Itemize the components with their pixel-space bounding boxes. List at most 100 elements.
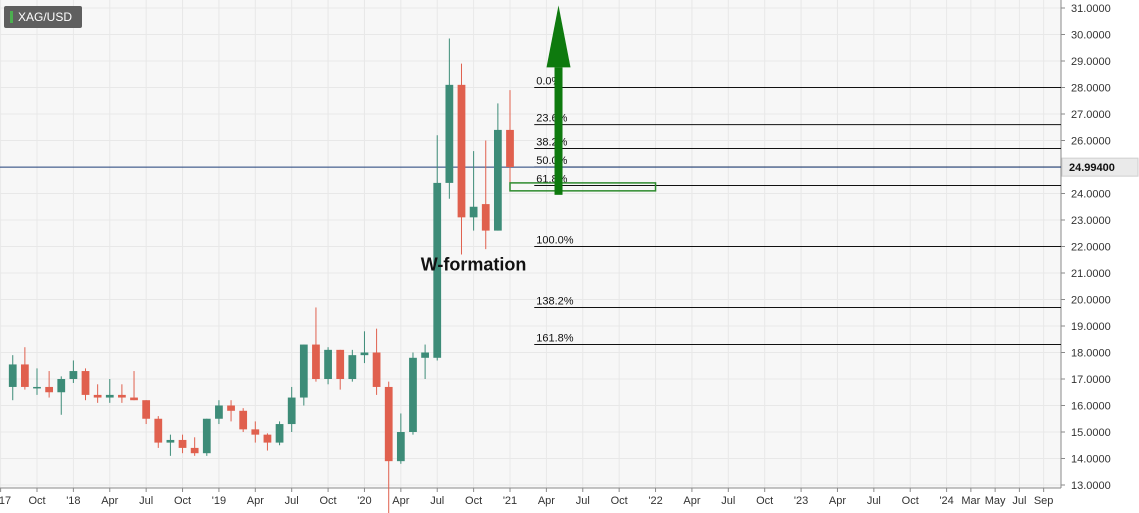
x-tick-label: Jul bbox=[1012, 495, 1026, 507]
y-tick-label: 23.0000 bbox=[1071, 215, 1111, 227]
candle-body bbox=[457, 84, 466, 218]
x-tick-label: Oct bbox=[756, 495, 773, 507]
y-tick-label: 30.0000 bbox=[1071, 30, 1111, 42]
candle bbox=[118, 384, 126, 403]
candle-body bbox=[45, 386, 54, 393]
x-tick-label: '17 bbox=[0, 495, 11, 507]
y-tick-label: 20.0000 bbox=[1071, 295, 1111, 307]
x-tick-label: Apr bbox=[538, 495, 555, 507]
candle-body bbox=[105, 394, 114, 398]
candle bbox=[69, 360, 78, 383]
x-tick-label: Apr bbox=[247, 495, 264, 507]
candle bbox=[409, 352, 417, 435]
candle-body bbox=[421, 352, 429, 358]
candle bbox=[105, 379, 114, 403]
x-tick-label: Oct bbox=[174, 495, 191, 507]
y-tick-label: 14.0000 bbox=[1071, 454, 1111, 466]
x-tick-label: '18 bbox=[66, 495, 80, 507]
y-tick-label: 26.0000 bbox=[1071, 136, 1111, 148]
w-formation-annotation: W-formation bbox=[421, 254, 527, 274]
x-tick-label: Jul bbox=[721, 495, 735, 507]
candle bbox=[20, 347, 29, 390]
arrow-head bbox=[546, 5, 571, 68]
candle bbox=[481, 140, 490, 250]
y-tick-label: 15.0000 bbox=[1071, 427, 1111, 439]
candle-body bbox=[360, 352, 369, 356]
candle bbox=[166, 434, 175, 456]
candle-body bbox=[81, 371, 90, 395]
x-tick-label: Oct bbox=[611, 495, 628, 507]
candle-body bbox=[481, 204, 490, 231]
candle bbox=[445, 38, 454, 199]
candle bbox=[45, 371, 54, 398]
candle bbox=[493, 103, 502, 231]
plot-area bbox=[0, 0, 1061, 488]
candle-body bbox=[469, 206, 478, 218]
candle bbox=[433, 135, 442, 361]
candle bbox=[227, 400, 235, 422]
candle bbox=[336, 349, 345, 390]
bullish-arrow bbox=[546, 5, 571, 195]
fib-label: 61.8% bbox=[536, 174, 567, 186]
candle-body bbox=[154, 418, 163, 443]
candle-body bbox=[118, 394, 126, 398]
x-tick-label: '19 bbox=[212, 495, 226, 507]
candle-body bbox=[69, 371, 78, 379]
candle bbox=[396, 413, 405, 464]
x-tick-label: Jul bbox=[139, 495, 153, 507]
candle-body bbox=[33, 386, 41, 389]
candle-body bbox=[275, 424, 284, 443]
candle-body bbox=[445, 84, 454, 183]
symbol-label: XAG/USD bbox=[18, 10, 73, 24]
candle bbox=[178, 434, 187, 454]
candle bbox=[93, 384, 102, 403]
candle bbox=[251, 421, 260, 443]
candle bbox=[324, 347, 332, 385]
candle-body bbox=[57, 379, 66, 393]
fib-label: 100.0% bbox=[536, 235, 574, 247]
candle-body bbox=[384, 386, 393, 462]
candle-body bbox=[142, 400, 151, 419]
candle-body bbox=[8, 364, 17, 387]
candle-body bbox=[20, 364, 29, 387]
x-tick-label: '24 bbox=[939, 495, 953, 507]
candle-body bbox=[506, 129, 514, 167]
candle-body bbox=[251, 429, 260, 435]
candle-body bbox=[239, 410, 248, 430]
candle-body bbox=[433, 182, 442, 358]
candle-body bbox=[93, 394, 102, 398]
y-axis-labels: 13.0000 14.0000 15.0000 16.0000 17.0000 18.00… bbox=[1061, 3, 1111, 492]
fib-label: 38.2% bbox=[536, 136, 567, 148]
x-tick-label: Apr bbox=[392, 495, 409, 507]
candle-body bbox=[348, 355, 357, 379]
candle-body bbox=[396, 432, 405, 462]
x-tick-label: '22 bbox=[648, 495, 662, 507]
x-axis-labels: '17 Oct '18 Apr Jul Oct '19 Apr Jul Oct '20 Apr Jul O… bbox=[0, 488, 1053, 507]
y-tick-label: 27.0000 bbox=[1071, 109, 1111, 121]
y-tick-label: 16.0000 bbox=[1071, 401, 1111, 413]
x-tick-label: Jul bbox=[867, 495, 881, 507]
x-tick-label: Mar bbox=[961, 495, 980, 507]
price-label-text: 24.99400 bbox=[1069, 162, 1115, 174]
candle bbox=[360, 331, 369, 364]
candle bbox=[33, 368, 41, 395]
candle bbox=[348, 349, 357, 382]
y-tick-label: 19.0000 bbox=[1071, 321, 1111, 333]
candle bbox=[506, 90, 514, 186]
fib-label: 138.2% bbox=[536, 295, 574, 307]
candle bbox=[81, 368, 90, 401]
candle-body bbox=[166, 439, 175, 443]
candle-body bbox=[493, 129, 502, 231]
candle bbox=[275, 421, 284, 446]
symbol-badge[interactable]: XAG/USD bbox=[4, 6, 83, 28]
x-tick-label: Jul bbox=[430, 495, 444, 507]
candles bbox=[8, 38, 514, 513]
candle-body bbox=[409, 357, 417, 432]
candle bbox=[130, 371, 138, 401]
candle bbox=[239, 408, 248, 432]
candle bbox=[190, 437, 199, 456]
candle bbox=[154, 416, 163, 448]
candle-body bbox=[324, 349, 332, 379]
